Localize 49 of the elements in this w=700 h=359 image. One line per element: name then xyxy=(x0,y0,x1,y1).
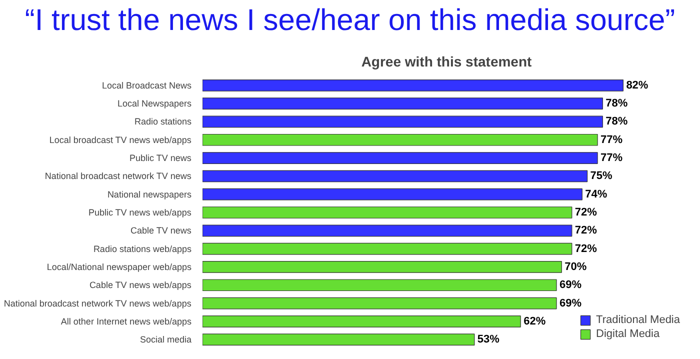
y-tick-label: Cable TV news web/apps xyxy=(89,280,192,290)
data-label: 72% xyxy=(574,224,598,237)
y-tick-label: Local Newspapers xyxy=(117,98,192,109)
bar xyxy=(202,188,582,200)
data-label: 75% xyxy=(590,170,613,182)
data-label: 82% xyxy=(626,79,648,92)
y-tick-label: National broadcast network TV news web/apps xyxy=(4,298,192,308)
y-tick-label: National newspapers xyxy=(107,189,192,200)
legend-label: Traditional Media xyxy=(596,314,680,326)
bar xyxy=(202,316,521,328)
y-tick-label: Radio stations xyxy=(134,116,192,127)
y-tick-label: Local/National newspaper web/apps xyxy=(46,262,192,272)
bar xyxy=(202,224,572,237)
data-label: 62% xyxy=(524,315,546,328)
data-label: 78% xyxy=(606,116,628,128)
bar xyxy=(202,279,557,292)
chart-subtitle: Agree with this statement xyxy=(361,54,532,70)
bar xyxy=(202,79,624,92)
y-tick-label: Local Broadcast News xyxy=(102,80,192,90)
y-tick-label: National broadcast network TV news xyxy=(44,171,192,182)
chart-title: “I trust the news I see/hear on this media source” xyxy=(24,3,676,39)
bar xyxy=(202,297,557,310)
data-label: 53% xyxy=(477,334,500,346)
y-tick-label: Radio stations web/apps xyxy=(93,244,192,254)
y-tick-label: Public TV news web/apps xyxy=(88,208,192,218)
bar xyxy=(202,242,572,255)
data-label: 74% xyxy=(585,188,608,200)
bar xyxy=(202,116,603,128)
legend-label: Digital Media xyxy=(596,328,660,340)
data-label: 69% xyxy=(559,279,582,292)
y-tick-label: Cable TV news xyxy=(130,226,192,236)
data-label: 77% xyxy=(600,134,623,146)
bar xyxy=(202,261,562,273)
bar xyxy=(202,134,598,146)
bar xyxy=(202,206,572,218)
bar xyxy=(202,334,475,346)
data-label: 69% xyxy=(559,297,582,310)
data-label: 70% xyxy=(564,260,587,273)
y-tick-label: Public TV news xyxy=(129,153,192,164)
y-tick-label: Local broadcast TV news web/apps xyxy=(49,134,192,145)
y-tick-label: Social media xyxy=(140,334,192,345)
data-label: 77% xyxy=(600,152,623,164)
data-label: 72% xyxy=(574,206,598,218)
bar xyxy=(202,152,598,164)
y-tick-label: All other Internet news web/apps xyxy=(60,316,192,326)
bar xyxy=(202,170,588,182)
data-label: 78% xyxy=(606,98,628,110)
data-label: 72% xyxy=(574,242,598,255)
bar xyxy=(202,98,603,110)
